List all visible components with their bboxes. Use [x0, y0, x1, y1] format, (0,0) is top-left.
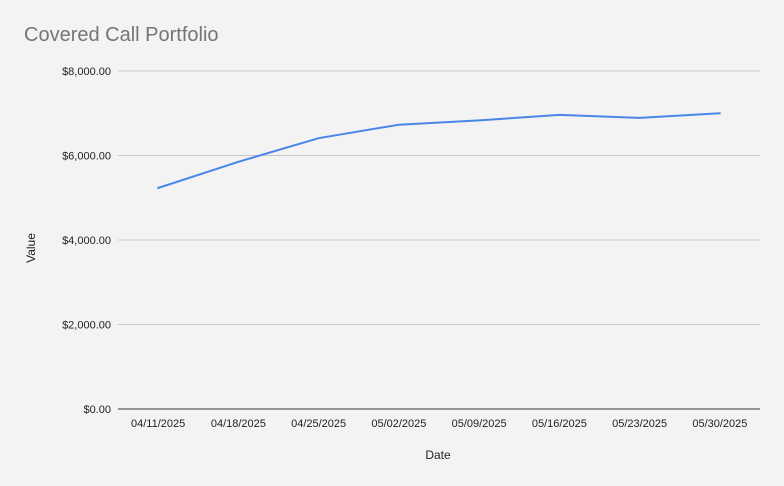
x-tick-label: 04/25/2025 [291, 418, 346, 430]
series-line [157, 112, 721, 189]
x-tick-label: 05/02/2025 [371, 418, 426, 430]
gridlines [118, 70, 760, 410]
x-tick-label: 05/23/2025 [612, 418, 667, 430]
x-tick-labels: 04/11/2025 04/18/2025 04/25/2025 05/02/2025… [131, 418, 747, 430]
x-tick-label: 04/18/2025 [211, 418, 266, 430]
y-tick-label: $8,000.00 [62, 66, 111, 78]
y-tick-label: $0.00 [83, 404, 111, 416]
y-tick-label: $2,000.00 [62, 320, 111, 332]
x-tick-label: 05/16/2025 [532, 418, 587, 430]
y-tick-labels: $0.00 $2,000.00 $4,000.00 $6,000.00 $8,000.0… [62, 66, 111, 416]
x-tick-label: 04/11/2025 [131, 418, 185, 430]
y-tick-label: $6,000.00 [62, 151, 111, 163]
chart-title: Covered Call Portfolio [24, 24, 219, 46]
x-tick-label: 05/30/2025 [692, 418, 747, 430]
series-layer [157, 112, 721, 189]
y-tick-label: $4,000.00 [62, 235, 111, 247]
y-axis-title: Value [24, 233, 38, 263]
x-axis-title: Date [425, 448, 451, 462]
x-tick-label: 05/09/2025 [452, 418, 507, 430]
